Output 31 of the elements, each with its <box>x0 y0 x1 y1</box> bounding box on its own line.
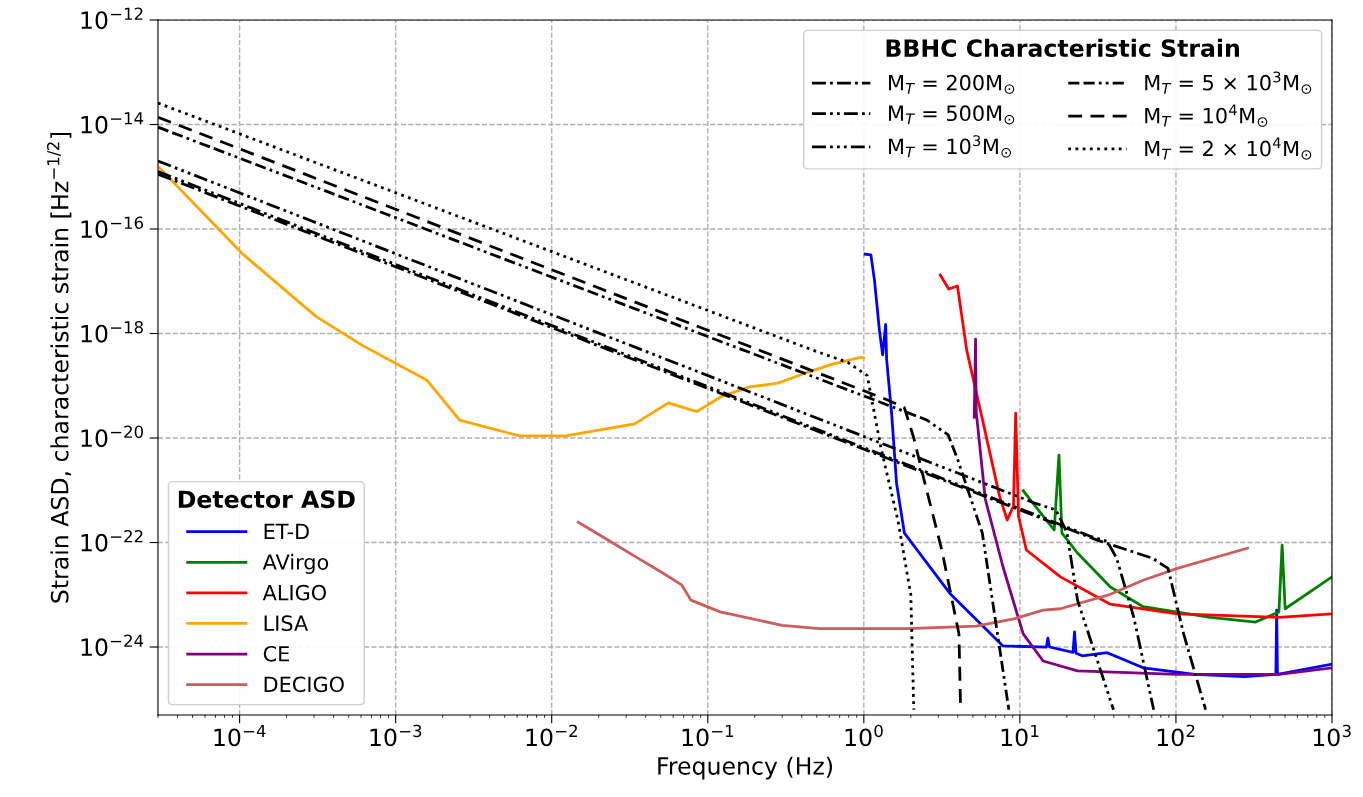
legend-label: LISA <box>264 615 309 632</box>
legend-label: ALIGO <box>262 584 326 601</box>
legend-label: ET-D <box>264 523 309 540</box>
x-tick-label: 10$^{−2}$ <box>526 724 577 747</box>
x-tick-label: 10$^{−1}$ <box>682 724 734 747</box>
legend-label: M$_{T}$ = 200M$_{⊙}$ <box>889 74 1015 94</box>
legend-label: DECIGO <box>264 676 344 693</box>
x-tick-label: 10$^{3}$ <box>1313 724 1351 747</box>
legend-title: BBHC Characteristic Strain <box>886 38 1239 58</box>
y-tick-label: 10$^{−18}$ <box>81 320 143 343</box>
y-tick-label: 10$^{−12}$ <box>81 7 143 30</box>
x-tick-label: 10$^{2}$ <box>1157 724 1195 747</box>
x-tick-label: 10$^{0}$ <box>845 724 883 747</box>
y-tick-label: 10$^{−20}$ <box>81 425 143 448</box>
y-tick-label: 10$^{−22}$ <box>81 530 143 552</box>
y-axis-title: Strain ASD, characteristic strain [Hz$^{−1/2}$] <box>46 132 72 603</box>
legend-label: M$_{T}$ = 5 × 10$^{3}$M$_{⊙}$ <box>1145 71 1312 94</box>
legend-title: Detector ASD <box>178 490 355 509</box>
legend-label: M$_{T}$ = 10$^{4}$M$_{⊙}$ <box>1145 104 1268 127</box>
y-tick-label: 10$^{−24}$ <box>81 634 144 657</box>
x-tick-label: 10$^{−4}$ <box>214 724 266 747</box>
legend-label: CE <box>263 645 289 662</box>
y-tick-label: 10$^{−14}$ <box>81 112 144 134</box>
x-tick-label: 10$^{1}$ <box>1001 724 1039 747</box>
legend-label: M$_{T}$ = 2 × 10$^{4}$M$_{⊙}$ <box>1145 137 1312 160</box>
y-tick-label: 10$^{−16}$ <box>81 216 144 239</box>
x-axis-title: Frequency (Hz) <box>658 756 832 780</box>
legend-label: AVirgo <box>262 553 329 574</box>
legend-label: M$_{T}$ = 10$^{3}$M$_{⊙}$ <box>889 135 1011 158</box>
legend-label: M$_{T}$ = 500M$_{⊙}$ <box>889 105 1015 125</box>
x-tick-label: 10$^{−3}$ <box>370 724 422 747</box>
